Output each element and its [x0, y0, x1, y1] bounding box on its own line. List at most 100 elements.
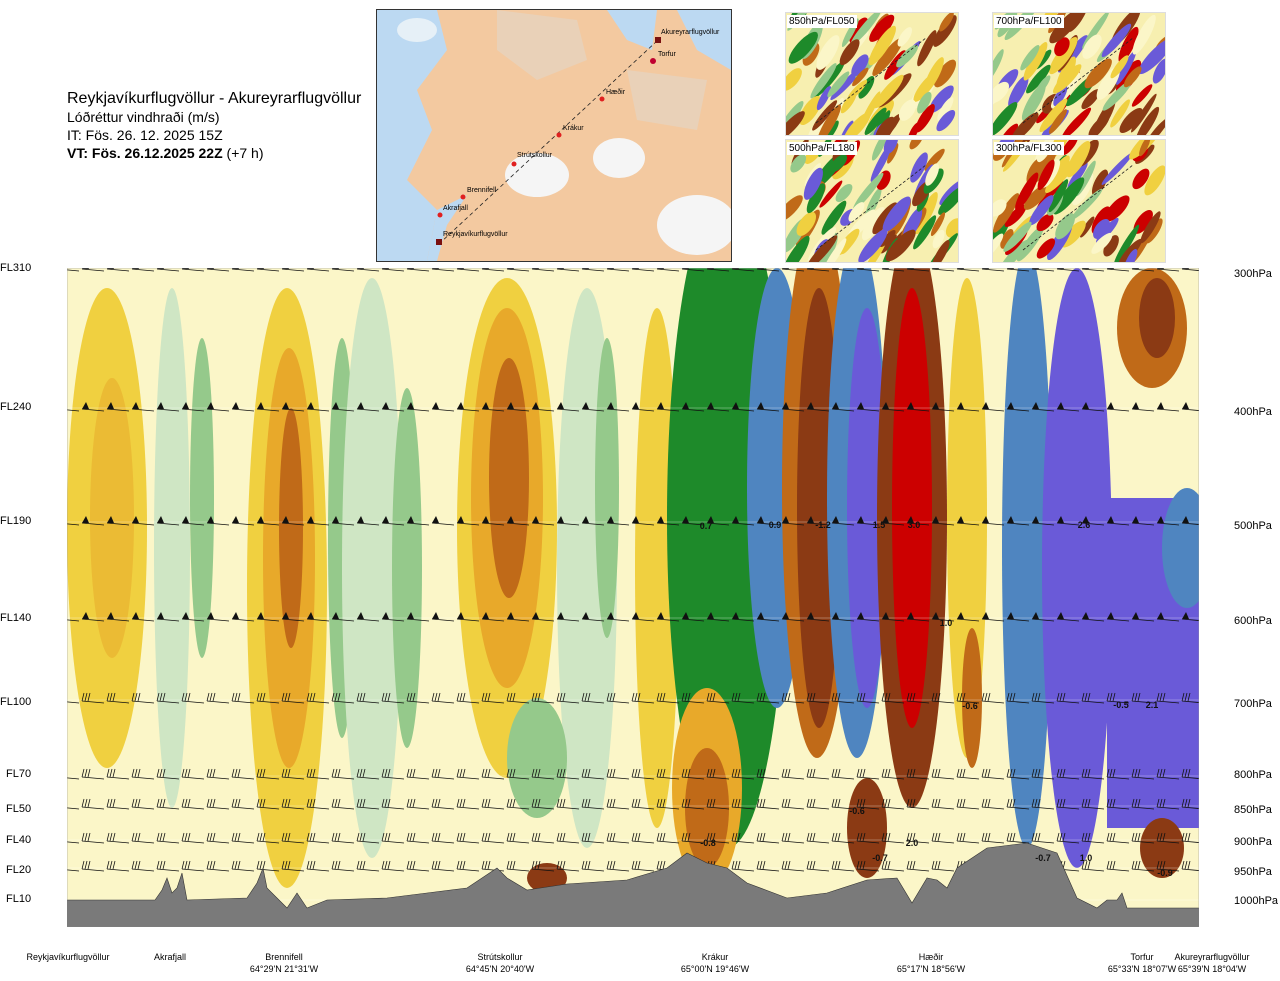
wind-barb — [456, 832, 480, 844]
wind-barb — [1006, 402, 1030, 412]
inset-band — [897, 27, 913, 47]
inset-band — [868, 25, 896, 66]
wind-barb — [206, 692, 230, 704]
wind-barb — [956, 832, 980, 844]
wind-barb — [831, 402, 855, 412]
inset-band — [823, 120, 839, 135]
wind-barb — [581, 692, 605, 704]
wind-barb — [481, 516, 505, 526]
inset-band — [850, 13, 882, 46]
wind-barb — [256, 798, 280, 810]
wind-barb — [981, 832, 1005, 844]
inset-band — [1004, 204, 1027, 227]
inset-band — [871, 140, 888, 161]
inset-band — [1071, 188, 1103, 221]
wind-barb — [706, 692, 730, 704]
wind-barb — [81, 798, 105, 810]
inset-band — [929, 85, 954, 113]
inset-band — [861, 206, 886, 241]
wind-barb — [81, 516, 105, 526]
wind-barb — [156, 516, 180, 526]
inset-band — [1116, 50, 1137, 85]
value-label: 1.0 — [1079, 853, 1093, 863]
wind-barb — [156, 832, 180, 844]
inset-band — [1036, 213, 1054, 232]
wind-barb — [531, 832, 555, 844]
inset-band — [1132, 14, 1156, 55]
inset-300hpa-graphic — [993, 140, 1165, 262]
wind-barb — [431, 612, 455, 622]
wind-barb — [506, 612, 530, 622]
wind-barb — [856, 692, 880, 704]
value-label: 1.0 — [939, 618, 953, 628]
inset-band — [1104, 195, 1130, 222]
wind-barb — [931, 516, 955, 526]
inset-band — [806, 183, 826, 214]
wind-barb — [556, 832, 580, 844]
wind-barb — [1181, 692, 1199, 703]
location-label: Brennifell 64°29'N 21°31'W — [249, 952, 319, 974]
wind-barb — [356, 860, 380, 872]
wind-barb — [1106, 402, 1130, 412]
wind-barb — [706, 516, 730, 526]
wind-barb — [906, 832, 930, 844]
inset-band — [786, 68, 802, 91]
inset-band — [907, 122, 920, 135]
inset-band — [821, 200, 847, 235]
inset-band — [1023, 184, 1049, 210]
wind-barb — [881, 612, 905, 622]
wind-barb — [881, 832, 905, 844]
map-label-akrafjall: Akrafjall — [443, 205, 468, 212]
inset-band — [819, 180, 843, 208]
wind-barb — [806, 768, 830, 780]
wind-barb — [981, 402, 1005, 412]
wind-barb — [1181, 798, 1199, 809]
location-label: Reykjavíkurflugvöllur — [26, 952, 110, 962]
wind-barb — [1131, 768, 1155, 780]
wind-barb — [781, 692, 805, 704]
inset-band — [1049, 37, 1078, 75]
inset-band — [1082, 34, 1102, 59]
wind-barb — [181, 692, 205, 704]
wind-barb — [131, 692, 155, 704]
value-label: -0.6 — [849, 806, 865, 816]
wind-barb — [906, 402, 930, 412]
inset-band — [993, 102, 1018, 135]
wind-barb — [131, 612, 155, 622]
wind-barb — [67, 869, 80, 872]
map-label-haedir: Hæðir — [606, 89, 626, 96]
wind-barb — [831, 768, 855, 780]
wind-barb — [706, 798, 730, 810]
wind-barb — [556, 860, 580, 872]
wind-barb — [1156, 612, 1180, 622]
wind-barb — [681, 516, 705, 526]
wind-barb — [1006, 832, 1030, 844]
wind-barb — [231, 768, 255, 780]
wind-barb — [606, 768, 630, 780]
wind-barb — [356, 768, 380, 780]
wind-barb — [231, 692, 255, 704]
hpa-label: 300hPa — [1234, 268, 1272, 280]
inset-route-line — [815, 164, 927, 251]
inset-route-line — [1022, 37, 1134, 124]
wind-barb — [406, 832, 430, 844]
inset-band — [812, 100, 838, 131]
wind-barb — [281, 612, 305, 622]
wind-barb — [631, 832, 655, 844]
wind-barb — [1006, 612, 1030, 622]
wind-barb — [81, 612, 105, 622]
inset-band — [869, 14, 895, 42]
wind-barb — [306, 832, 330, 844]
map-label-krakur: Krákur — [563, 125, 584, 132]
inset-700hpa: 700hPa/FL100 — [992, 12, 1166, 136]
wind-barb — [631, 402, 655, 412]
map-label-strutskollur: Strútskollur — [517, 152, 553, 159]
wind-barb — [1156, 768, 1180, 780]
wind-barb — [1181, 402, 1199, 411]
inset-band — [1140, 211, 1161, 244]
wind-barb — [67, 619, 80, 622]
wind-barb — [706, 832, 730, 844]
inset-band — [1131, 84, 1153, 107]
wind-barb — [831, 860, 855, 872]
wind-barb — [1181, 832, 1199, 843]
